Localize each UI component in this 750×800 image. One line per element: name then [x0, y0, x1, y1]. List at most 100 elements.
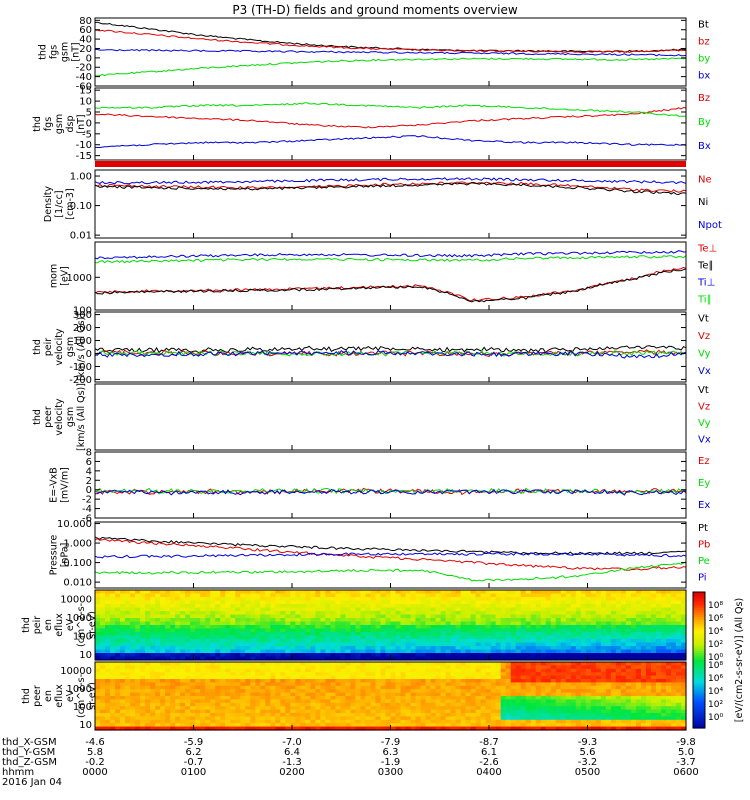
heatmap-cell [375, 639, 382, 644]
heatmap-cell [575, 649, 582, 654]
heatmap-cell [625, 590, 632, 595]
heatmap-cell [145, 632, 151, 637]
heatmap-cell [585, 628, 592, 633]
heatmap-cell [640, 635, 647, 640]
heatmap-cell [175, 689, 181, 694]
heatmap-cell [305, 614, 311, 619]
y-axis-label: eV [65, 689, 76, 702]
heatmap-cell [200, 699, 206, 704]
heatmap-cell [215, 625, 221, 630]
heatmap-cell [315, 709, 321, 714]
heatmap-cell [330, 692, 337, 697]
heatmap-cell [565, 597, 572, 602]
heatmap-cell [325, 590, 331, 595]
heatmap-cell [200, 719, 206, 724]
heatmap-cell [530, 726, 537, 731]
heatmap-cell [670, 668, 677, 673]
heatmap-cell [395, 709, 402, 714]
heatmap-cell [150, 672, 156, 677]
heatmap-cell [680, 639, 687, 644]
heatmap-cell [380, 719, 387, 724]
heatmap-cell [445, 665, 452, 670]
heatmap-cell [175, 682, 181, 687]
heatmap-cell [410, 649, 417, 654]
heatmap-cell [225, 716, 231, 721]
heatmap-cell [350, 719, 357, 724]
heatmap-cell [120, 611, 126, 616]
heatmap-cell [420, 675, 427, 680]
heatmap-cell [640, 723, 647, 728]
heatmap-cell [430, 723, 437, 728]
heatmap-cell [640, 702, 647, 707]
heatmap-cell [260, 689, 266, 694]
heatmap-cell [215, 672, 221, 677]
heatmap-cell [210, 621, 216, 626]
heatmap-cell [480, 604, 487, 609]
heatmap-cell [500, 632, 507, 637]
heatmap-cell [340, 726, 347, 731]
heatmap-cell [480, 689, 487, 694]
heatmap-cell [590, 726, 597, 731]
heatmap-cell [300, 646, 306, 651]
heatmap-cell [470, 635, 477, 640]
heatmap-cell [600, 726, 607, 731]
heatmap-cell [610, 656, 617, 661]
heatmap-cell [260, 611, 266, 616]
heatmap-cell [655, 656, 662, 661]
heatmap-cell [675, 632, 682, 637]
heatmap-cell [360, 696, 367, 700]
heatmap-cell [530, 696, 537, 700]
heatmap-cell [665, 692, 672, 697]
heatmap-cell [390, 642, 397, 647]
heatmap-cell [425, 675, 432, 680]
heatmap-cell [670, 656, 677, 661]
series-line-Ti⊥ [94, 250, 686, 260]
heatmap-cell [600, 706, 607, 711]
heatmap-cell [205, 590, 211, 595]
heatmap-cell [345, 628, 352, 633]
heatmap-cell [405, 632, 412, 637]
heatmap-cell [530, 706, 537, 711]
heatmap-cell [500, 607, 507, 612]
heatmap-cell [270, 597, 276, 602]
heatmap-cell [415, 692, 422, 697]
heatmap-cell [645, 635, 652, 640]
heatmap-cell [430, 696, 437, 700]
heatmap-cell [300, 656, 306, 661]
heatmap-cell [670, 590, 677, 595]
heatmap-cell [110, 675, 116, 680]
heatmap-cell [555, 618, 562, 623]
heatmap-cell [520, 668, 527, 673]
heatmap-cell [610, 679, 617, 683]
heatmap-cell [340, 675, 347, 680]
heatmap-cell [605, 597, 612, 602]
heatmap-cell [610, 618, 617, 623]
heatmap-cell [635, 716, 642, 721]
heatmap-cell [170, 665, 176, 670]
heatmap-cell [180, 621, 186, 626]
heatmap-cell [145, 590, 151, 595]
heatmap-cell [270, 723, 276, 728]
heatmap-cell [360, 656, 367, 661]
heatmap-cell [210, 702, 216, 707]
heatmap-cell [345, 679, 352, 683]
heatmap-cell [240, 699, 246, 704]
heatmap-cell [250, 699, 256, 704]
heatmap-cell [180, 653, 186, 658]
heatmap-cell [370, 590, 377, 595]
heatmap-cell [425, 665, 432, 670]
heatmap-cell [470, 672, 477, 677]
heatmap-cell [220, 723, 226, 728]
heatmap-cell [465, 726, 472, 731]
heatmap-cell [610, 668, 617, 673]
heatmap-cell [315, 662, 321, 666]
heatmap-cell [180, 611, 186, 616]
heatmap-cell [525, 709, 532, 714]
heatmap-cell [210, 625, 216, 630]
heatmap-cell [150, 656, 156, 661]
heatmap-cell [440, 600, 447, 605]
heatmap-cell [515, 639, 522, 644]
heatmap-cell [570, 709, 577, 714]
heatmap-cell [610, 665, 617, 670]
heatmap-cell [310, 607, 316, 612]
